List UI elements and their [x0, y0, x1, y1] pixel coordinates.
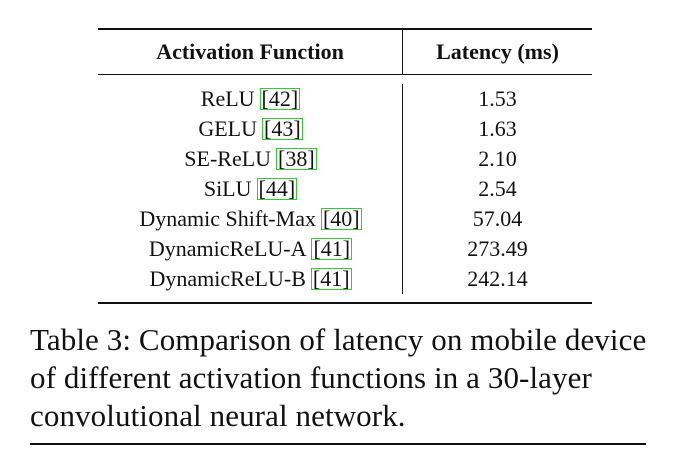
latency-value: 2.54 [478, 176, 517, 201]
activation-name: SE-ReLU [184, 146, 272, 171]
activation-name: ReLU [200, 86, 255, 111]
activation-name-cell: SiLU [44] [98, 174, 403, 204]
activation-name: DynamicReLU-B [149, 266, 306, 291]
page-divider [30, 443, 646, 445]
table-bottom-rule [98, 302, 592, 304]
citation-link[interactable]: [44] [256, 176, 298, 201]
activation-name: Dynamic Shift-Max [139, 206, 316, 231]
latency-value: 242.14 [467, 266, 528, 291]
citation-link[interactable]: [38] [276, 146, 317, 171]
activation-name-cell: SE-ReLU [38] [98, 144, 403, 174]
activation-name-cell: Dynamic Shift-Max [40] [98, 204, 403, 234]
table-caption: Table 3: Comparison of latency on mobile… [30, 322, 647, 433]
table-body: ReLU [42] 1.53 GELU [43] 1.63 SE-ReLU [38] … [98, 75, 592, 302]
table-row: ReLU [42] 1.53 [98, 84, 592, 114]
table-row: SiLU [44] 2.54 [98, 174, 592, 204]
activation-name-cell: DynamicReLU-A [41] [98, 234, 403, 264]
table-row: DynamicReLU-A [41] 273.49 [98, 234, 592, 264]
header-latency: Latency (ms) [436, 39, 559, 64]
activation-name-cell: DynamicReLU-B [41] [98, 264, 403, 294]
activation-name-cell: GELU [43] [98, 114, 403, 144]
citation-link[interactable]: [40] [320, 206, 362, 231]
citation-link[interactable]: [41] [311, 236, 353, 261]
citation-link[interactable]: [42] [259, 86, 301, 111]
table-header-rule [98, 74, 592, 75]
citation-link[interactable]: [43] [262, 116, 303, 141]
table-row: GELU [43] 1.63 [98, 114, 592, 144]
table-top-rule [98, 28, 592, 30]
latency-value: 1.63 [478, 116, 517, 141]
latency-value: 57.04 [472, 206, 523, 231]
activation-name: GELU [198, 116, 257, 141]
citation-link[interactable]: [41] [310, 266, 352, 291]
activation-name: DynamicReLU-A [148, 236, 307, 261]
table-row: Dynamic Shift-Max [40] 57.04 [98, 204, 592, 234]
latency-table: Activation Function Latency (ms) ReLU [42… [98, 28, 592, 304]
activation-name: SiLU [203, 176, 252, 201]
table-row: SE-ReLU [38] 2.10 [98, 144, 592, 174]
activation-name-cell: ReLU [42] [98, 84, 403, 114]
latency-value: 273.49 [467, 236, 528, 261]
latency-value: 2.10 [478, 146, 517, 171]
header-activation-function: Activation Function [98, 30, 403, 74]
table-header-row: Activation Function Latency (ms) [98, 30, 592, 74]
latency-value: 1.53 [478, 86, 517, 111]
table-row: DynamicReLU-B [41] 242.14 [98, 264, 592, 294]
